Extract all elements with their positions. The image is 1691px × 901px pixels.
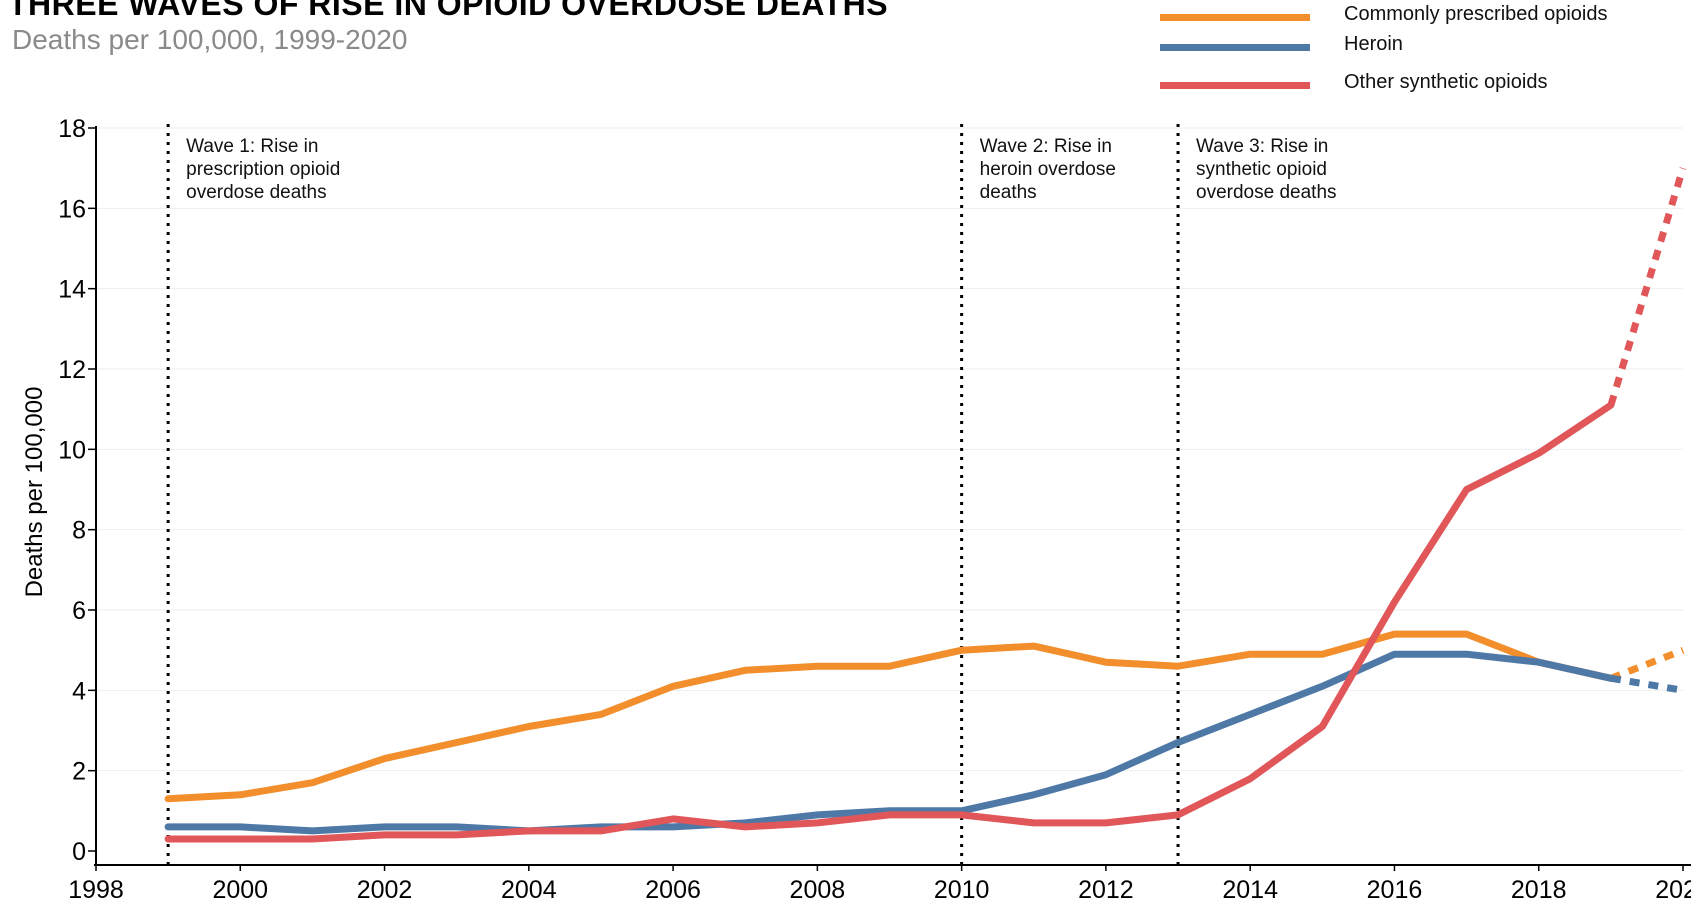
chart-text: 0 2 4 6 8 10 12 14 16 18 1998 2000 2002 2004 2006 2008 2…: [58, 115, 1691, 901]
wave-annotation-1: Wave 1: Rise in prescription opioid overdo…: [186, 136, 340, 203]
x-tick-label: 2016: [1367, 876, 1423, 901]
series-projection-2: [1610, 674, 1684, 694]
gridlines: [96, 127, 1683, 772]
y-tick-label: 16: [58, 195, 86, 223]
wave-annotation-line: Wave 1: Rise in: [186, 136, 318, 157]
x-tick-label: 2014: [1222, 876, 1278, 901]
legend-label-synthetic: Other synthetic opioids: [1344, 71, 1548, 93]
legend-swatch-synthetic: [1160, 82, 1310, 89]
y-tick-label: 6: [72, 597, 86, 625]
y-tick-label: 18: [58, 115, 86, 143]
x-tick-label: 1998: [68, 876, 124, 901]
series-projection-3: [1607, 167, 1687, 407]
y-tick-label: 0: [72, 838, 86, 866]
wave-dividers: [166, 124, 1180, 865]
axes: [88, 126, 1691, 871]
x-tick-label: 2004: [501, 876, 557, 901]
legend-swatch-heroin: [1160, 44, 1310, 51]
wave-annotation-3: Wave 3: Rise in synthetic opioid overdose …: [1196, 136, 1337, 203]
wave-annotation-line: heroin overdose: [980, 159, 1116, 180]
y-tick-label: 8: [72, 517, 86, 545]
y-tick-label: 2: [72, 758, 86, 786]
chart-legend: Commonly prescribed opioids Heroin Other…: [1160, 0, 1691, 110]
x-tick-label: 2000: [212, 876, 268, 901]
legend-item-heroin: Heroin: [1160, 31, 1691, 61]
chart-title: THREE WAVES OF RISE IN OPIOID OVERDOSE D…: [8, 0, 889, 22]
series-line-2: [164, 650, 1615, 835]
x-tick-label: 2010: [934, 876, 990, 901]
series-lines: [164, 167, 1687, 843]
legend-item-synthetic: Other synthetic opioids: [1160, 69, 1691, 99]
wave-annotation-line: overdose deaths: [186, 182, 326, 203]
legend-label-heroin: Heroin: [1344, 33, 1403, 55]
series-line-1: [164, 630, 1615, 803]
wave-annotation-line: Wave 3: Rise in: [1196, 136, 1328, 157]
wave-annotation-2: Wave 2: Rise in heroin overdose deaths: [980, 136, 1116, 203]
chart-subtitle: Deaths per 100,000, 1999-2020: [12, 24, 408, 55]
y-tick-label: 10: [58, 436, 86, 464]
series-projection-1: [1609, 646, 1685, 682]
x-tick-label: 2006: [645, 876, 701, 901]
wave-annotation-line: prescription opioid: [186, 159, 340, 180]
y-axis-title: Deaths per 100,000: [21, 387, 48, 598]
y-tick-label: 14: [58, 276, 86, 304]
wave-annotation-line: deaths: [980, 182, 1037, 203]
legend-label-prescribed: Commonly prescribed opioids: [1344, 3, 1608, 25]
x-tick-label: 2008: [790, 876, 846, 901]
wave-annotation-line: Wave 2: Rise in: [980, 136, 1112, 157]
wave-annotation-line: synthetic opioid: [1196, 159, 1327, 180]
legend-swatch-prescribed: [1160, 14, 1310, 21]
y-tick-label: 12: [58, 356, 86, 384]
series-line-3: [164, 401, 1615, 843]
x-tick-label: 2020: [1655, 876, 1691, 901]
legend-item-prescribed: Commonly prescribed opioids: [1160, 1, 1691, 31]
y-tick-label: 4: [72, 677, 86, 705]
x-tick-label: 2018: [1511, 876, 1567, 901]
x-tick-label: 2002: [357, 876, 413, 901]
x-tick-label: 2012: [1078, 876, 1134, 901]
wave-annotation-line: overdose deaths: [1196, 182, 1337, 203]
